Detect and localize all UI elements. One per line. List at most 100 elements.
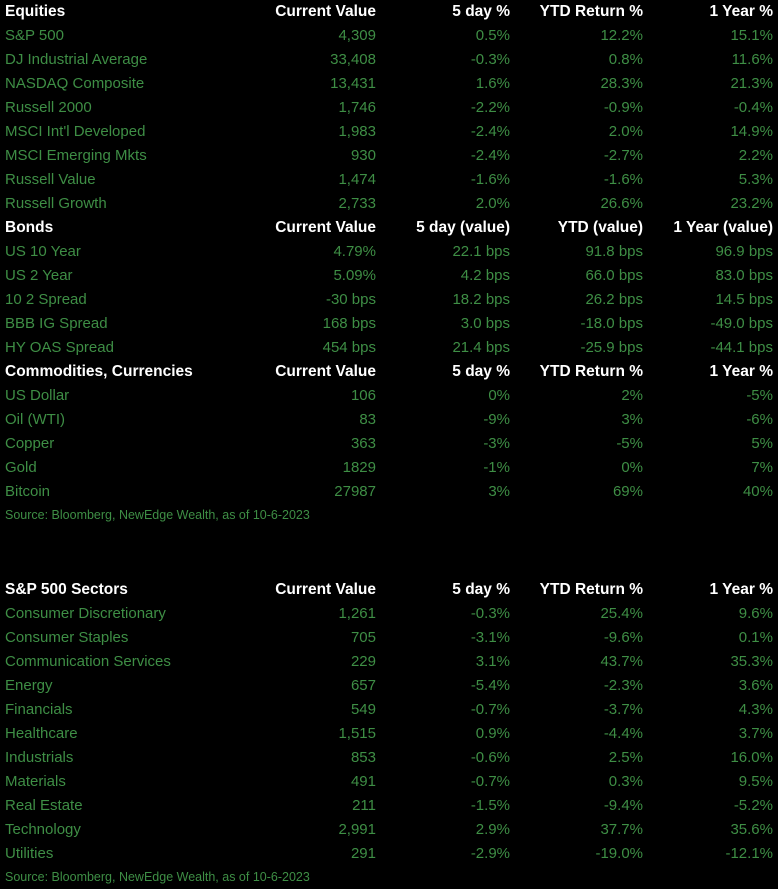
cell-value: 3.6%: [738, 677, 773, 694]
cell-value: 2.2%: [738, 147, 773, 164]
cell-value: -9.4%: [603, 797, 643, 814]
cell-value: -5.4%: [470, 677, 510, 694]
cell-value: -0.7%: [470, 701, 510, 718]
cell-value: -44.1 bps: [710, 339, 773, 356]
section-header-row: Commodities, Currencies Current Value 5 da…: [0, 360, 778, 384]
column-header: 1 Year %: [709, 3, 774, 20]
section-title: Commodities, Currencies: [5, 363, 193, 380]
cell-value: 21.4 bps: [452, 339, 510, 356]
cell-value: -3%: [483, 435, 510, 452]
section-header-row: S&P 500 Sectors Current Value 5 day % YTD R…: [0, 578, 778, 602]
cell-value: -0.9%: [603, 99, 643, 116]
cell-value: -4.4%: [603, 725, 643, 742]
cell-value: 26.2 bps: [585, 291, 643, 308]
cell-value: 0.9%: [475, 725, 510, 742]
cell-value: 26.6%: [600, 195, 643, 212]
table-row: Industrials 853 -0.6% 2.5% 16.0%: [0, 746, 778, 770]
cell-value: -0.3%: [470, 605, 510, 622]
column-header: 5 day %: [452, 363, 510, 380]
cell-value: 211: [352, 797, 376, 814]
row-label: Russell 2000: [5, 99, 92, 116]
table-row: Utilities 291 -2.9% -19.0% -12.1%: [0, 842, 778, 866]
cell-value: -5%: [746, 387, 773, 404]
cell-value: 3%: [621, 411, 643, 428]
cell-value: -1.6%: [603, 171, 643, 188]
cell-value: 0.1%: [738, 629, 773, 646]
column-header: YTD Return %: [539, 3, 643, 20]
cell-value: 9.6%: [738, 605, 773, 622]
cell-value: 1,474: [338, 171, 376, 188]
cell-value: 491: [350, 773, 376, 790]
table-row: MSCI Int'l Developed 1,983 -2.4% 2.0% 14.9%: [0, 120, 778, 144]
cell-value: 37.7%: [600, 821, 643, 838]
row-label: MSCI Int'l Developed: [5, 123, 146, 140]
cell-value: 15.1%: [730, 27, 773, 44]
cell-value: -0.7%: [470, 773, 510, 790]
row-label: NASDAQ Composite: [5, 75, 145, 92]
cell-value: 83.0 bps: [715, 267, 773, 284]
markets-table: Equities Current Value 5 day % YTD Return %…: [0, 3, 778, 504]
cell-value: -5%: [616, 435, 643, 452]
row-label: DJ Industrial Average: [5, 51, 148, 68]
cell-value: -0.3%: [470, 51, 510, 68]
cell-value: 3.1%: [475, 653, 510, 670]
row-label: HY OAS Spread: [5, 339, 114, 356]
cell-value: -3.7%: [603, 701, 643, 718]
cell-value: 18.2 bps: [452, 291, 510, 308]
cell-value: 35.6%: [730, 821, 773, 838]
cell-value: 4,309: [338, 27, 376, 44]
column-header: 5 day %: [452, 581, 510, 598]
cell-value: -0.6%: [470, 749, 510, 766]
table-row: Healthcare 1,515 0.9% -4.4% 3.7%: [0, 722, 778, 746]
cell-value: 91.8 bps: [585, 243, 643, 260]
table-row: Financials 549 -0.7% -3.7% 4.3%: [0, 698, 778, 722]
column-header: Current Value: [275, 3, 376, 20]
cell-value: -2.9%: [470, 845, 510, 862]
cell-value: -2.2%: [470, 99, 510, 116]
cell-value: 4.2 bps: [460, 267, 510, 284]
cell-value: -1.6%: [470, 171, 510, 188]
table-row: MSCI Emerging Mkts 930 -2.4% -2.7% 2.2%: [0, 144, 778, 168]
table-row: 10 2 Spread -30 bps 18.2 bps 26.2 bps 14.5 b…: [0, 288, 778, 312]
table-row: BBB IG Spread 168 bps 3.0 bps -18.0 bps -49.…: [0, 312, 778, 336]
cell-value: 4.3%: [738, 701, 773, 718]
cell-value: 16.0%: [730, 749, 773, 766]
cell-value: -6%: [746, 411, 773, 428]
cell-value: -2.7%: [603, 147, 643, 164]
column-header: YTD Return %: [539, 581, 643, 598]
column-header: 1 Year (value): [673, 219, 773, 236]
source-note: Source: Bloomberg, NewEdge Wealth, as of…: [5, 870, 310, 884]
cell-value: 0%: [621, 459, 643, 476]
cell-value: 28.3%: [600, 75, 643, 92]
row-label: Consumer Discretionary: [5, 605, 166, 622]
cell-value: 930: [350, 147, 376, 164]
cell-value: 33,408: [330, 51, 376, 68]
table-row: Russell 2000 1,746 -2.2% -0.9% -0.4%: [0, 96, 778, 120]
column-header: 5 day (value): [416, 219, 510, 236]
table-row: Russell Value 1,474 -1.6% -1.6% 5.3%: [0, 168, 778, 192]
cell-value: 40%: [742, 483, 773, 500]
row-label: Real Estate: [5, 797, 83, 814]
cell-value: 83: [359, 411, 376, 428]
row-label: Technology: [5, 821, 81, 838]
table-row: NASDAQ Composite 13,431 1.6% 28.3% 21.3%: [0, 72, 778, 96]
cell-value: -12.1%: [725, 845, 773, 862]
row-label: Copper: [5, 435, 55, 452]
cell-value: -1.5%: [470, 797, 510, 814]
row-label: Industrials: [5, 749, 74, 766]
cell-value: 2%: [621, 387, 643, 404]
row-label: US 2 Year: [5, 267, 73, 284]
table-row: S&P 500 4,309 0.5% 12.2% 15.1%: [0, 24, 778, 48]
row-label: Consumer Staples: [5, 629, 129, 646]
section-gap: [0, 528, 778, 578]
row-label: Utilities: [5, 845, 54, 862]
cell-value: 5%: [751, 435, 773, 452]
table-row: Bitcoin 27987 3% 69% 40%: [0, 480, 778, 504]
cell-value: 22.1 bps: [452, 243, 510, 260]
cell-value: 0.5%: [475, 27, 510, 44]
cell-value: -25.9 bps: [580, 339, 643, 356]
cell-value: 13,431: [330, 75, 376, 92]
table-row: Real Estate 211 -1.5% -9.4% -5.2%: [0, 794, 778, 818]
cell-value: -1%: [483, 459, 510, 476]
